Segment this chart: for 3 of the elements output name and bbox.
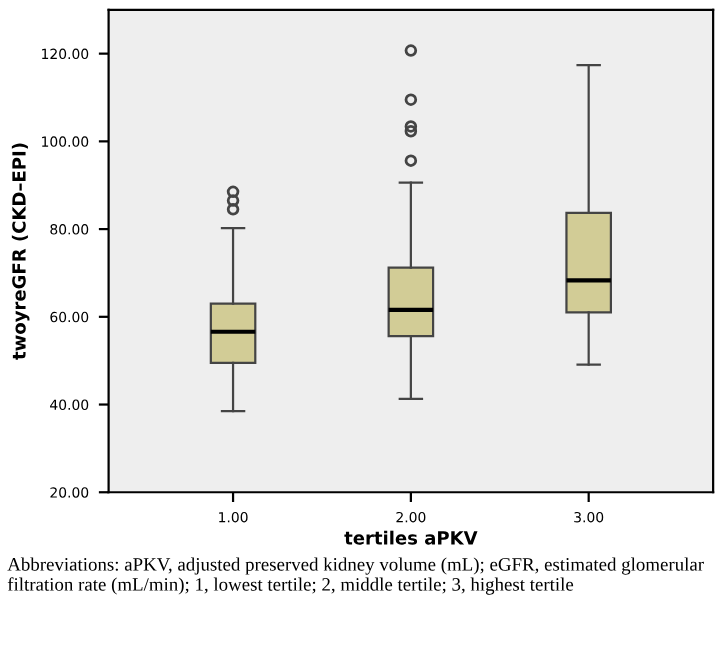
x-axis-title: tertiles aPKV <box>344 530 478 545</box>
text: Abbreviations: aPKV, adjusted preserved kidney volume (mL); eGFR, estimated glomerular filtration rate (mL/min); 1, lowest tertile; 2, middle tertile; 3, highest tertile <box>7 557 704 595</box>
y-axis-title: twoyreGFR (CKD–EPI) <box>11 143 30 360</box>
